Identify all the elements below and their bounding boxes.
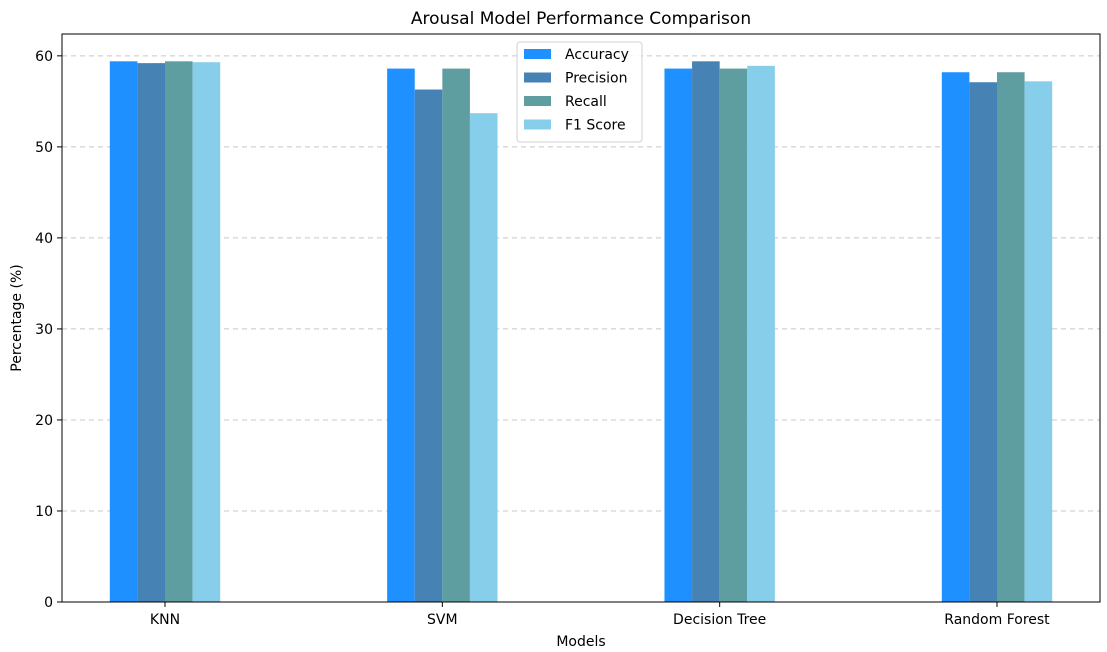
bars — [109, 61, 1053, 603]
y-axis-title: Percentage (%) — [9, 264, 25, 371]
bar-precision — [692, 61, 720, 603]
bar-precision — [969, 82, 997, 602]
legend-swatch — [524, 72, 551, 83]
x-tick-label: Decision Tree — [673, 612, 766, 628]
bar-accuracy — [941, 72, 970, 602]
x-axis-title: Models — [556, 634, 605, 650]
chart-title: Arousal Model Performance Comparison — [411, 9, 751, 29]
y-tick-label: 10 — [35, 504, 53, 520]
y-tick-label: 20 — [35, 413, 53, 429]
bar-precision — [137, 63, 165, 603]
x-tick-label: KNN — [150, 612, 180, 628]
bar-f1-score — [1024, 81, 1053, 603]
bar-accuracy — [109, 61, 138, 603]
legend-swatch — [524, 49, 551, 59]
legend-box — [516, 41, 643, 143]
y-tick-label: 60 — [35, 49, 53, 65]
legend-label: Recall — [565, 94, 607, 110]
legend-label: Precision — [565, 71, 627, 87]
bar-precision — [414, 89, 443, 603]
y-tick-label: 30 — [35, 322, 53, 338]
y-tick-label: 0 — [44, 595, 53, 611]
bar-f1-score — [192, 62, 221, 602]
bar-accuracy — [387, 68, 415, 603]
bar-f1-score — [469, 113, 498, 602]
legend-swatch — [524, 96, 551, 106]
plot-frame — [61, 33, 1101, 603]
legend: Accuracy Precision Recall F1 Score — [516, 41, 643, 143]
gridlines — [62, 55, 1100, 512]
bar-accuracy — [664, 68, 693, 603]
bar-recall — [442, 68, 470, 603]
bar-recall — [165, 61, 193, 603]
x-tick-label: SVM — [427, 612, 458, 628]
legend-label: Accuracy — [565, 47, 629, 63]
x-tick-label: Random Forest — [944, 612, 1050, 628]
bar-recall — [997, 72, 1025, 602]
y-tick-label: 40 — [35, 231, 53, 247]
y-axis-ticks: 0 10 20 30 40 50 60 — [35, 49, 62, 611]
legend-swatch — [524, 119, 551, 130]
legend-label: F1 Score — [565, 118, 626, 134]
x-axis-ticks: KNN SVM Decision Tree Random Forest — [150, 602, 1050, 628]
bar-f1-score — [747, 65, 775, 603]
bar-recall — [719, 68, 748, 603]
y-tick-label: 50 — [35, 140, 53, 156]
